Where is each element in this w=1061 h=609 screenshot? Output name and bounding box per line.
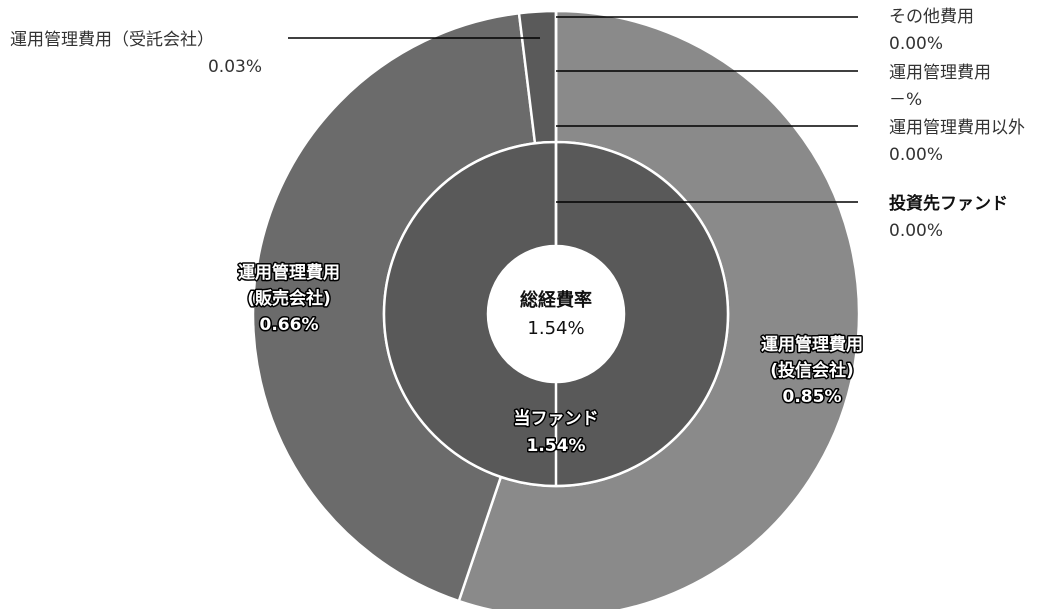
- label-outer-4-line2: －%: [889, 90, 922, 110]
- label-outer-5-line1: 運用管理費用以外: [889, 118, 1025, 138]
- label-outer-0-line3: 0.85%: [783, 387, 842, 407]
- label-outer-0-line2: (投信会社): [770, 360, 854, 381]
- label-outer-5-line2: 0.00%: [889, 145, 943, 165]
- label-outer-2-line2: 0.03%: [208, 57, 262, 77]
- center-hole: [488, 246, 624, 382]
- label-outer-1-line1: 運用管理費用: [238, 262, 340, 283]
- label-outer-4-line1: 運用管理費用: [889, 63, 991, 83]
- label-outer-2-line1: 運用管理費用（受託会社）: [10, 30, 214, 50]
- label-outer-1-line2: (販売会社): [247, 288, 331, 309]
- label-inner-1-line2: 0.00%: [889, 221, 943, 241]
- label-outer-3-line1: その他費用: [889, 7, 974, 27]
- leader-lines: [288, 16, 858, 203]
- label-outer-1-line3: 0.66%: [260, 315, 319, 335]
- label-inner-1-line1: 投資先ファンド: [889, 193, 1008, 214]
- label-outer-3-line2: 0.00%: [889, 34, 943, 54]
- label-outer-0-line1: 運用管理費用: [761, 334, 863, 355]
- label-inner-0-line1: 当ファンド: [514, 408, 599, 429]
- center-title: 総経費率: [520, 289, 592, 311]
- label-inner-0-line2: 1.54%: [527, 436, 586, 456]
- center-value: 1.54%: [527, 318, 584, 339]
